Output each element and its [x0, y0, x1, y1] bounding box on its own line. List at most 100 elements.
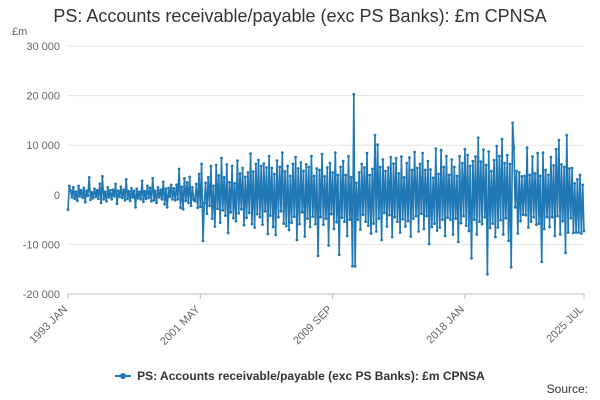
- data-point: [320, 152, 324, 156]
- data-point: [486, 272, 489, 276]
- data-point: [152, 198, 156, 202]
- data-point: [340, 216, 344, 220]
- data-point: [414, 214, 418, 218]
- data-point: [474, 155, 477, 159]
- data-point: [75, 199, 79, 203]
- data-point: [339, 165, 342, 169]
- data-point: [267, 154, 271, 158]
- data-point: [103, 190, 107, 194]
- data-point: [89, 198, 92, 202]
- data-point: [439, 148, 443, 152]
- data-point: [406, 219, 410, 223]
- data-point: [372, 222, 375, 226]
- legend-label: PS: Accounts receivable/payable (exc PS …: [137, 369, 485, 383]
- data-point: [161, 180, 165, 184]
- data-point: [277, 215, 280, 219]
- data-point: [479, 160, 483, 164]
- data-point: [386, 166, 390, 169]
- data-point: [515, 169, 518, 173]
- data-point: [169, 183, 173, 187]
- data-point: [402, 176, 406, 179]
- data-point: [237, 211, 241, 215]
- data-point: [507, 239, 510, 243]
- data-point: [292, 215, 296, 219]
- data-point: [417, 230, 420, 233]
- data-point: [233, 182, 237, 185]
- data-point: [295, 238, 299, 242]
- data-point: [458, 154, 461, 158]
- data-point: [111, 188, 115, 192]
- data-point: [229, 210, 233, 214]
- data-point: [390, 235, 394, 239]
- data-point: [116, 189, 120, 193]
- data-point: [445, 154, 448, 158]
- data-point: [97, 197, 100, 201]
- data-point: [210, 217, 214, 221]
- data-point: [546, 173, 550, 177]
- data-point: [532, 215, 536, 219]
- data-point: [501, 233, 505, 236]
- data-point: [381, 158, 385, 162]
- data-point: [269, 214, 272, 218]
- data-point: [512, 146, 516, 150]
- data-point: [365, 151, 369, 155]
- data-point: [519, 219, 522, 223]
- data-point: [351, 264, 354, 268]
- data-point: [336, 173, 340, 177]
- data-point: [153, 189, 157, 193]
- data-point: [523, 174, 526, 178]
- data-point: [470, 256, 473, 260]
- data-point: [374, 230, 378, 233]
- data-point: [299, 161, 303, 165]
- data-point: [545, 215, 549, 219]
- data-point: [124, 178, 128, 181]
- data-point: [475, 233, 479, 236]
- data-point: [464, 224, 468, 228]
- data-point: [222, 176, 226, 179]
- data-point: [159, 188, 163, 192]
- data-point: [433, 222, 436, 226]
- data-point: [318, 168, 321, 172]
- data-point: [246, 171, 250, 174]
- data-point: [232, 216, 235, 220]
- data-point: [130, 187, 133, 190]
- data-point: [168, 195, 172, 199]
- data-point: [234, 219, 238, 223]
- data-point: [220, 156, 223, 160]
- data-point: [494, 235, 497, 239]
- data-point: [565, 133, 569, 137]
- data-point: [517, 171, 521, 174]
- data-point: [528, 173, 532, 177]
- data-point: [241, 166, 245, 170]
- x-tick-label: 2025 JUL: [544, 304, 586, 346]
- y-tick-label: 10 000: [26, 140, 60, 152]
- data-point: [176, 197, 180, 201]
- data-point: [95, 188, 99, 192]
- x-tick-label: 2009 SEP: [291, 304, 335, 348]
- y-tick-label: -10 000: [23, 239, 60, 251]
- data-point: [224, 214, 227, 218]
- data-point: [353, 264, 357, 268]
- data-point: [452, 165, 456, 169]
- data-point: [527, 226, 530, 229]
- data-point: [577, 231, 581, 234]
- data-point: [243, 175, 247, 179]
- data-point: [164, 187, 168, 191]
- data-point: [536, 151, 540, 155]
- data-point: [128, 199, 132, 203]
- data-point: [70, 195, 74, 199]
- data-point: [491, 222, 495, 226]
- data-point: [574, 231, 578, 234]
- data-point: [581, 183, 585, 187]
- legend[interactable]: PS: Accounts receivable/payable (exc PS …: [0, 366, 600, 383]
- data-point: [217, 174, 221, 177]
- data-point: [147, 196, 151, 200]
- data-point: [122, 188, 125, 192]
- y-axis-ticks: -20 000 -10 000 0 10 000 20 000 30 000: [23, 41, 60, 301]
- data-point: [236, 159, 239, 163]
- data-point: [405, 161, 409, 165]
- data-point: [415, 166, 419, 170]
- data-point: [302, 169, 305, 173]
- data-point: [341, 159, 345, 163]
- data-point: [570, 166, 574, 170]
